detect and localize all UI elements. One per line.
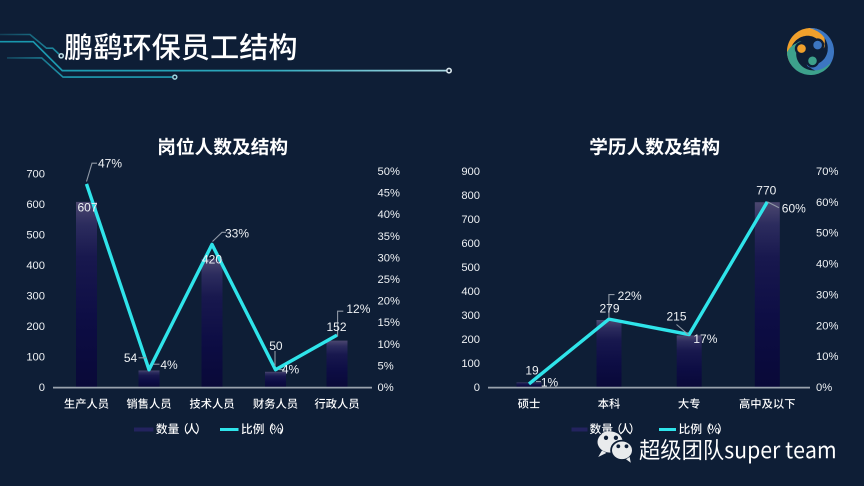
svg-text:900: 900: [461, 166, 480, 178]
svg-text:50%: 50%: [378, 166, 400, 178]
svg-text:0%: 0%: [816, 382, 832, 394]
svg-text:47%: 47%: [98, 157, 122, 171]
svg-text:17%: 17%: [693, 332, 717, 346]
svg-text:0: 0: [39, 382, 45, 394]
svg-text:700: 700: [461, 214, 480, 226]
svg-text:4%: 4%: [282, 363, 300, 377]
svg-text:5%: 5%: [378, 360, 394, 372]
svg-text:500: 500: [461, 262, 480, 274]
svg-text:54: 54: [124, 351, 138, 365]
svg-text:1%: 1%: [541, 375, 559, 389]
svg-text:400: 400: [461, 286, 480, 298]
svg-text:500: 500: [26, 230, 45, 242]
svg-text:19: 19: [525, 363, 539, 377]
svg-text:700: 700: [26, 169, 45, 181]
svg-text:15%: 15%: [378, 317, 400, 329]
svg-text:279: 279: [599, 302, 619, 316]
svg-text:800: 800: [461, 190, 480, 202]
svg-text:300: 300: [26, 291, 45, 303]
svg-text:200: 200: [461, 334, 480, 346]
svg-text:20%: 20%: [816, 320, 838, 332]
svg-text:22%: 22%: [618, 289, 642, 303]
svg-text:215: 215: [666, 309, 686, 323]
svg-text:60%: 60%: [816, 197, 838, 209]
svg-text:20%: 20%: [378, 296, 400, 308]
svg-text:70%: 70%: [816, 166, 838, 178]
svg-text:12%: 12%: [346, 302, 370, 316]
svg-text:45%: 45%: [378, 188, 400, 200]
svg-text:30%: 30%: [816, 289, 838, 301]
svg-text:770: 770: [756, 184, 776, 198]
svg-text:40%: 40%: [816, 259, 838, 271]
svg-text:50%: 50%: [816, 228, 838, 240]
svg-text:100: 100: [461, 358, 480, 370]
svg-text:300: 300: [461, 310, 480, 322]
svg-text:10%: 10%: [378, 339, 400, 351]
svg-text:4%: 4%: [160, 358, 178, 372]
svg-text:33%: 33%: [225, 226, 249, 240]
svg-text:0: 0: [474, 382, 480, 394]
svg-text:30%: 30%: [378, 252, 400, 264]
svg-text:25%: 25%: [378, 274, 400, 286]
svg-text:50: 50: [269, 339, 283, 353]
svg-text:100: 100: [26, 352, 45, 364]
svg-text:200: 200: [26, 321, 45, 333]
svg-text:152: 152: [326, 320, 346, 334]
svg-text:607: 607: [77, 201, 97, 215]
svg-text:600: 600: [26, 199, 45, 211]
svg-text:400: 400: [26, 260, 45, 272]
svg-text:35%: 35%: [378, 231, 400, 243]
svg-text:0%: 0%: [378, 382, 394, 394]
svg-text:10%: 10%: [816, 351, 838, 363]
svg-text:40%: 40%: [378, 209, 400, 221]
svg-text:600: 600: [461, 238, 480, 250]
svg-text:420: 420: [202, 253, 222, 267]
svg-text:60%: 60%: [782, 201, 806, 215]
